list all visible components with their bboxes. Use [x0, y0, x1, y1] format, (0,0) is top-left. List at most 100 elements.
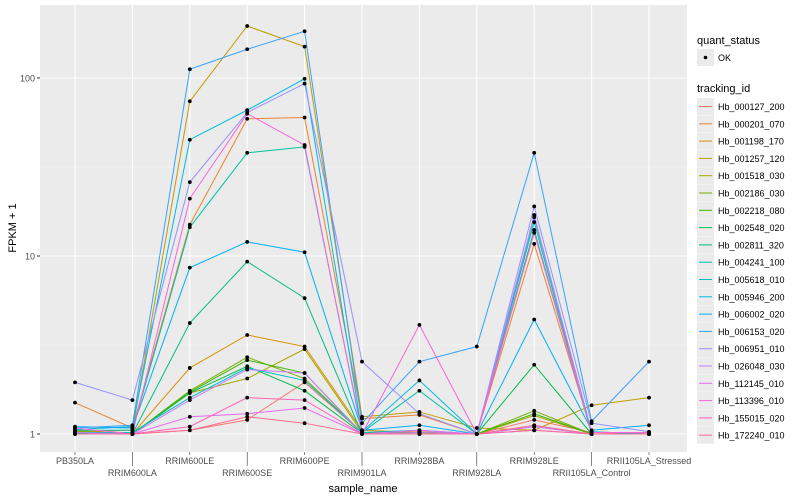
data-point-Hb_001257_120 — [647, 395, 651, 400]
data-point-Hb_006153_020 — [302, 29, 307, 34]
data-point-Hb_026048_030 — [532, 213, 537, 217]
data-point-Hb_005618_010 — [302, 378, 307, 383]
data-point-Hb_002186_030 — [245, 355, 250, 360]
legend-label: Hb_001518_030 — [718, 171, 785, 181]
data-point-Hb_002548_020 — [187, 391, 192, 395]
data-point-Hb_006951_010 — [73, 380, 77, 385]
data-point-Hb_000201_070 — [187, 222, 192, 227]
legend-label: Hb_000127_200 — [718, 102, 785, 112]
data-point-Hb_000127_200 — [245, 418, 250, 422]
data-point-Hb_006153_020 — [130, 423, 135, 428]
data-point-Hb_006002_020 — [532, 317, 537, 322]
data-point-Hb_112145_010 — [302, 406, 307, 410]
data-point-Hb_026048_030 — [245, 367, 250, 372]
x-tick-label: RRIM600SE — [222, 468, 272, 478]
data-point-Hb_001257_120 — [302, 44, 307, 49]
legend-label: Hb_001257_120 — [718, 154, 785, 164]
legend-label: Hb_006002_020 — [718, 310, 785, 320]
data-point-Hb_002218_080 — [532, 411, 537, 416]
data-point-Hb_113396_010 — [532, 230, 537, 235]
y-tick-label: 100 — [20, 74, 35, 84]
data-point-Hb_001257_120 — [360, 414, 364, 419]
data-point-Hb_006153_020 — [187, 67, 192, 72]
data-point-Hb_172240_010 — [474, 432, 479, 436]
data-point-Hb_005946_200 — [187, 137, 192, 142]
data-point-Hb_001257_120 — [589, 403, 594, 408]
legend-label: Hb_001198_170 — [718, 137, 784, 147]
data-point-Hb_006153_020 — [360, 421, 364, 426]
x-tick-label: RRII105LA_Control — [553, 468, 631, 478]
legend-label: Hb_113396_010 — [718, 396, 784, 406]
data-point-Hb_113396_010 — [417, 323, 422, 327]
data-point-Hb_172240_010 — [187, 428, 192, 433]
legend-label: Hb_172240_010 — [718, 431, 785, 441]
data-point-Hb_001518_030 — [245, 376, 250, 381]
data-point-Hb_006002_020 — [417, 423, 422, 428]
legend-title-quant-status: quant_status — [697, 35, 760, 47]
data-point-Hb_006002_020 — [360, 428, 364, 433]
data-point-Hb_000201_070 — [302, 115, 307, 120]
data-point-Hb_002218_080 — [245, 358, 250, 363]
legend: quant_status OK tracking_id Hb_000127_20… — [697, 35, 785, 444]
data-point-Hb_155015_020 — [187, 424, 192, 429]
data-point-Hb_002811_320 — [245, 259, 250, 264]
legend-label: Hb_004241_100 — [718, 258, 785, 268]
data-point-Hb_006002_020 — [130, 426, 135, 430]
data-point-Hb_006951_010 — [532, 204, 537, 209]
data-point-Hb_172240_010 — [417, 432, 422, 436]
data-point-Hb_002811_320 — [187, 321, 192, 325]
data-point-Hb_113396_010 — [187, 196, 192, 201]
x-tick-label: RRIM901LA — [337, 468, 386, 478]
data-point-Hb_172240_010 — [647, 432, 651, 436]
legend-label: Hb_000201_070 — [718, 119, 785, 129]
x-tick-label: RRIM928LE — [510, 456, 559, 466]
x-tick-label: RRIM928BA — [394, 456, 444, 466]
x-axis-title: sample_name — [328, 483, 397, 495]
data-point-Hb_113396_010 — [302, 143, 307, 147]
data-point-Hb_002186_030 — [532, 408, 537, 413]
data-point-Hb_001198_170 — [187, 366, 192, 370]
data-point-Hb_172240_010 — [589, 432, 594, 436]
data-point-Hb_026048_030 — [187, 398, 192, 403]
data-point-Hb_001198_170 — [245, 333, 250, 337]
data-point-Hb_006002_020 — [245, 240, 250, 244]
legend-point-ok — [703, 55, 708, 60]
legend-label: Hb_002548_020 — [718, 223, 785, 233]
data-point-Hb_005946_200 — [417, 378, 422, 383]
data-point-Hb_001518_030 — [302, 347, 307, 351]
legend-label: Hb_026048_030 — [718, 362, 785, 372]
data-point-Hb_172240_010 — [73, 432, 77, 436]
legend-label: Hb_006153_020 — [718, 327, 785, 337]
data-point-Hb_113396_010 — [73, 426, 77, 430]
legend-label: Hb_112145_010 — [718, 379, 784, 389]
y-tick-label: 10 — [25, 252, 35, 262]
x-tick-label: RRIM600PE — [280, 456, 330, 466]
legend-label-ok: OK — [718, 53, 731, 63]
legend-label: Hb_002186_030 — [718, 189, 785, 199]
data-point-Hb_002548_020 — [532, 362, 537, 367]
x-tick-label: RRIM928LA — [452, 468, 501, 478]
plot-panel — [40, 5, 687, 452]
data-point-Hb_006002_020 — [302, 250, 307, 255]
y-axis-title: FPKM + 1 — [7, 203, 19, 252]
data-point-Hb_004241_100 — [245, 150, 250, 155]
data-point-Hb_002548_020 — [302, 388, 307, 393]
data-point-Hb_006153_020 — [417, 359, 422, 364]
data-point-Hb_172240_010 — [360, 432, 364, 436]
x-tick-label: RRIM600LA — [108, 468, 157, 478]
data-point-Hb_006951_010 — [302, 81, 307, 86]
data-point-Hb_004241_100 — [417, 388, 422, 393]
data-point-Hb_006002_020 — [187, 265, 192, 270]
data-point-Hb_155015_020 — [245, 395, 250, 400]
data-point-Hb_006153_020 — [474, 344, 479, 349]
legend-label: Hb_155015_020 — [718, 413, 785, 423]
data-point-Hb_000201_070 — [532, 241, 537, 246]
legend-label: Hb_005946_200 — [718, 292, 785, 302]
data-point-Hb_005946_200 — [302, 76, 307, 81]
data-point-Hb_172240_010 — [130, 432, 135, 436]
data-point-Hb_155015_020 — [302, 398, 307, 403]
data-point-Hb_002811_320 — [302, 296, 307, 301]
data-point-Hb_001257_120 — [187, 99, 192, 104]
x-tick-label: RRII105LA_Stressed — [607, 456, 692, 466]
